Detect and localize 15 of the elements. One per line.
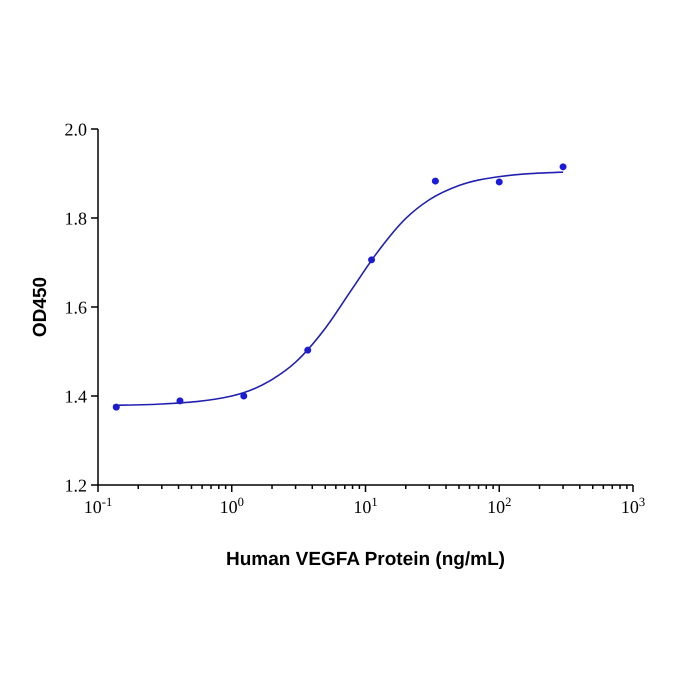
x-tick-label: 10$^{1}$ [353,495,378,517]
y-tick-label: 1.2 [64,475,87,496]
x-tick-label: 10$^{2}$ [487,495,512,517]
x-tick-label: 10$^{0}$ [220,495,244,517]
y-tick-label: 1.4 [64,386,87,406]
x-tick-label: 10$^{3}$ [620,495,646,517]
y-tick-label: 1.6 [64,297,87,318]
point [560,163,567,170]
y-tick-label: 1.8 [64,208,87,228]
x-axis-title: Human VEGFA Protein (ng/mL) [226,549,506,570]
y-axis-title: OD450 [30,276,51,338]
x-tick-label: 10$^{-1}$ [84,495,112,517]
y-tick-label: 2.0 [64,119,87,140]
point [496,178,503,186]
point [432,178,439,185]
